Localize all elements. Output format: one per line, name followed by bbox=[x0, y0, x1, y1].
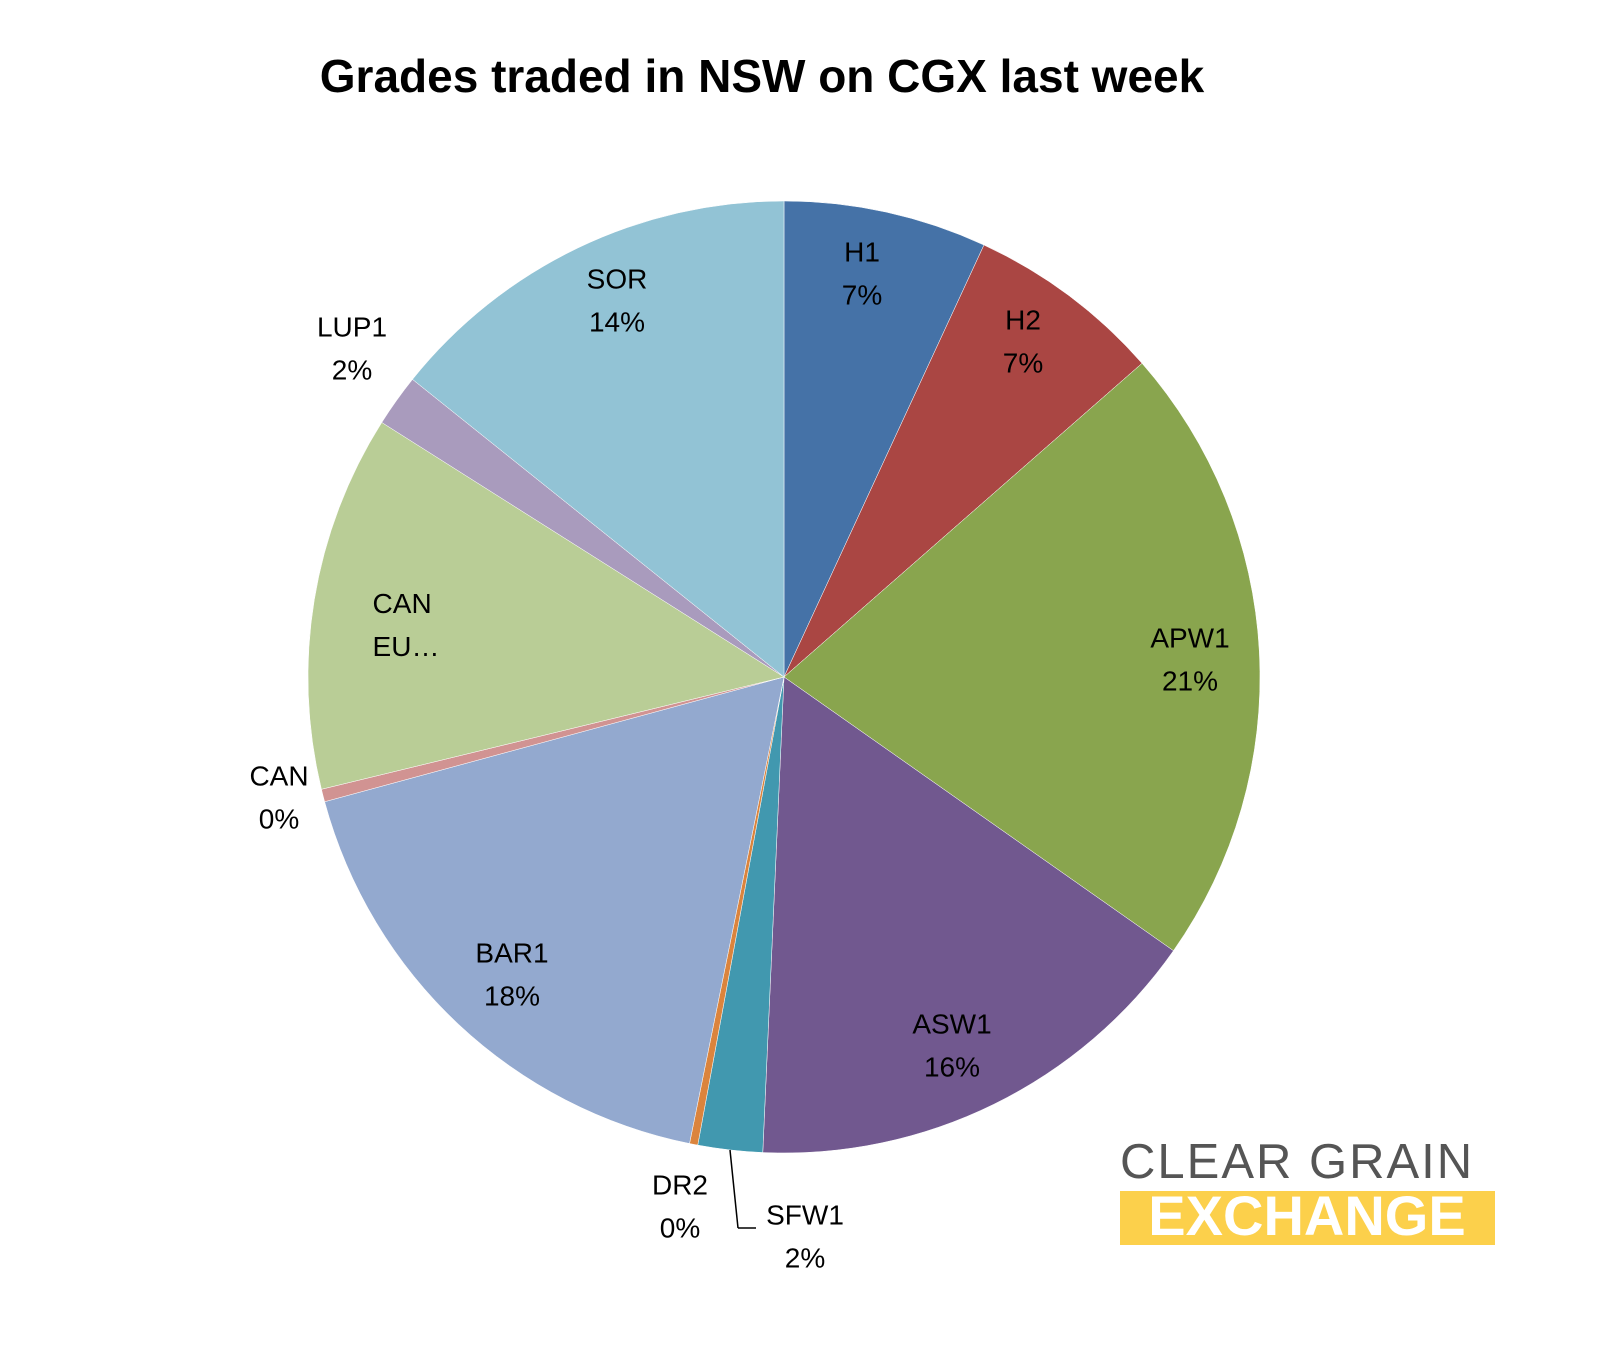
value-label: 21% bbox=[1162, 665, 1218, 696]
slice-label: DR2 bbox=[652, 1169, 708, 1200]
pie-slice bbox=[783, 200, 985, 678]
value-label: 14% bbox=[589, 306, 645, 337]
slice-label: CAN EU… bbox=[373, 588, 440, 662]
leader-line bbox=[729, 1149, 739, 1229]
pie-slice bbox=[783, 362, 1261, 952]
value-label: 7% bbox=[842, 279, 882, 310]
label-line: EU… bbox=[373, 631, 440, 662]
value-label: 0% bbox=[259, 803, 299, 834]
slice-label: CAN bbox=[249, 760, 308, 791]
slice-label: H2 bbox=[1005, 304, 1041, 335]
value-label: 0% bbox=[660, 1212, 700, 1243]
chart-title: Grades traded in NSW on CGX last week bbox=[320, 50, 1205, 102]
value-label: 18% bbox=[484, 980, 540, 1011]
value-label: 2% bbox=[785, 1242, 825, 1273]
pie-slice bbox=[324, 676, 785, 1144]
value-label: 2% bbox=[332, 354, 372, 385]
logo-box bbox=[1120, 1191, 1495, 1245]
value-label: 16% bbox=[924, 1051, 980, 1082]
slice-label: SOR bbox=[587, 263, 648, 294]
slice-label: BAR1 bbox=[475, 937, 548, 968]
slice-label: LUP1 bbox=[317, 311, 387, 342]
slice-label: APW1 bbox=[1150, 622, 1229, 653]
pie-slice bbox=[762, 676, 1174, 1154]
slice-label: SFW1 bbox=[766, 1199, 844, 1230]
pie-slice bbox=[412, 200, 785, 678]
pie-slice bbox=[307, 422, 785, 790]
pie-slice bbox=[783, 244, 1143, 678]
label-line: CAN bbox=[373, 588, 440, 619]
value-label: 7% bbox=[1003, 347, 1043, 378]
slice-label: H1 bbox=[844, 236, 880, 267]
slice-label: ASW1 bbox=[912, 1008, 991, 1039]
logo-line1: CLEAR GRAIN bbox=[1120, 1135, 1474, 1189]
logo-line2: EXCHANGE bbox=[1148, 1184, 1465, 1247]
